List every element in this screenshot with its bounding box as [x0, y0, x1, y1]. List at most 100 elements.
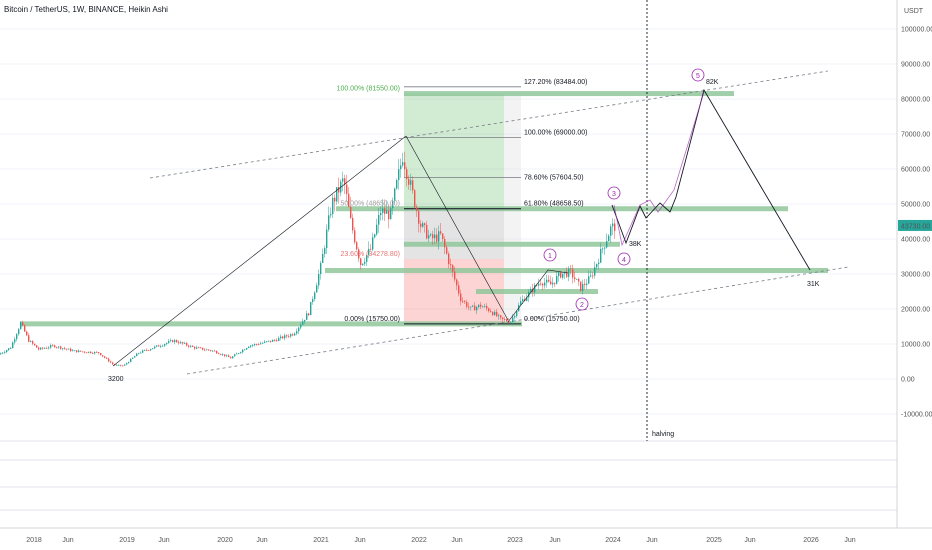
candle-body	[514, 316, 516, 318]
candle-body	[76, 350, 78, 353]
candle-body	[268, 340, 270, 342]
candle-body	[8, 348, 10, 351]
time-tick: 2022	[411, 537, 427, 544]
fib-left-label: 100.00% (81550.00)	[337, 86, 400, 93]
candle-body	[120, 364, 122, 366]
candle-body	[440, 231, 442, 234]
candle-body	[402, 162, 404, 166]
candle-body	[0, 353, 2, 355]
candle-body	[608, 235, 610, 242]
wave-circle-4	[617, 252, 631, 266]
alt-projection-path	[613, 91, 705, 247]
time-tick: 2023	[507, 537, 523, 544]
candle-body	[330, 214, 332, 216]
candle-body	[274, 340, 276, 341]
candle-body	[464, 301, 466, 303]
candle-body	[302, 321, 304, 325]
candle-body	[30, 341, 32, 342]
candle-body	[48, 347, 50, 349]
candle-body	[294, 333, 296, 336]
candle-body	[500, 315, 502, 318]
candle-body	[558, 272, 560, 277]
candle-body	[272, 340, 274, 342]
time-tick: Jun	[744, 537, 755, 544]
candle-body	[574, 277, 576, 280]
lower-trend-line	[186, 266, 849, 375]
wave-circle-2	[575, 297, 589, 311]
candle-body	[154, 346, 156, 349]
time-tick: Jun	[158, 537, 169, 544]
candle-body	[582, 283, 584, 291]
candle-body	[596, 264, 598, 268]
projection-path	[611, 88, 811, 271]
candle-body	[234, 354, 236, 357]
candle-body	[554, 282, 556, 284]
candle-body	[180, 342, 182, 344]
candle-body	[338, 187, 340, 193]
candle-body	[372, 237, 374, 250]
candle-body	[182, 342, 184, 344]
time-tick: 2025	[706, 537, 722, 544]
candle-body	[276, 340, 278, 341]
candle-body	[456, 279, 458, 286]
candle-body	[570, 268, 572, 270]
candle-body	[216, 351, 218, 354]
candle-body	[178, 342, 180, 344]
label-82k: 82K	[706, 79, 719, 86]
candle-body	[454, 271, 456, 280]
candle-body	[196, 347, 198, 349]
candle-body	[28, 335, 30, 342]
candle-body	[124, 364, 126, 366]
candle-body	[286, 335, 288, 337]
candle-body	[206, 349, 208, 351]
candle-body	[486, 306, 488, 309]
wave-circle-3	[607, 186, 621, 200]
time-tick: 2024	[605, 537, 621, 544]
candle-body	[256, 344, 258, 345]
candle-body	[266, 341, 268, 343]
candle-body	[186, 343, 188, 346]
candle-body	[80, 350, 82, 352]
candle-body	[484, 306, 486, 307]
candle-body	[202, 347, 204, 350]
time-tick: 2018	[26, 537, 42, 544]
candle-body	[534, 284, 536, 293]
candle-body	[332, 197, 334, 215]
candle-body	[314, 292, 316, 300]
candle-body	[144, 349, 146, 351]
support-band	[20, 321, 522, 327]
candle-body	[548, 279, 550, 282]
candle-body	[516, 311, 518, 317]
candle-body	[382, 208, 384, 213]
price-tick: 10000.00	[901, 342, 930, 349]
label-3200: 3200	[108, 376, 124, 383]
price-tick: 50000.00	[901, 202, 930, 209]
candle-body	[60, 346, 62, 349]
rally-line	[112, 135, 407, 367]
candle-body	[228, 355, 230, 358]
candle-body	[496, 311, 498, 317]
candle-body	[392, 200, 394, 209]
candle-body	[488, 308, 490, 312]
candle-body	[460, 293, 462, 302]
candle-body	[262, 342, 264, 344]
time-tick: 2020	[217, 537, 233, 544]
candle-body	[68, 348, 70, 350]
time-tick: Jun	[646, 537, 657, 544]
candle-body	[248, 346, 250, 349]
candle-body	[580, 281, 582, 291]
candle-body	[304, 319, 306, 322]
candle-body	[142, 350, 144, 353]
candle-body	[208, 349, 210, 351]
candle-body	[390, 208, 392, 220]
candle-body	[126, 363, 128, 365]
wave-circle-5	[691, 68, 705, 82]
candle-body	[62, 348, 64, 350]
candle-body	[32, 341, 34, 344]
candle-body	[220, 354, 222, 355]
candle-body	[78, 350, 80, 353]
last-price-badge[interactable]	[898, 219, 932, 231]
candle-body	[420, 223, 422, 227]
